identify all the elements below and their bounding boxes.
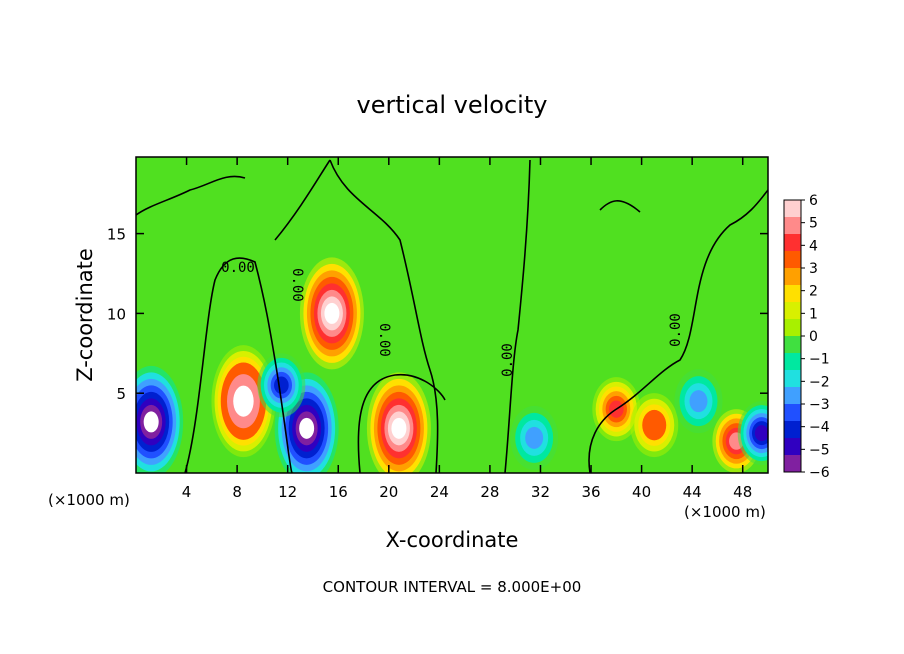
colorbar-swatch — [784, 455, 801, 473]
velocity-field — [136, 257, 768, 473]
zero-contour-line — [504, 159, 531, 473]
zero-contour-line — [274, 159, 439, 473]
colorbar-swatch — [784, 268, 801, 286]
contour-label: 0.00 — [376, 323, 392, 357]
colorbar-swatch — [784, 234, 801, 252]
colorbar-swatch — [784, 319, 801, 337]
velocity-level — [525, 426, 544, 449]
colorbar-label: −1 — [809, 352, 830, 368]
y-tick-label: 10 — [107, 305, 126, 323]
contour-label: 0.00 — [668, 313, 684, 347]
zero-contour-line — [599, 200, 641, 213]
velocity-level — [646, 415, 663, 435]
velocity-level — [236, 391, 251, 411]
colorbar-label: −5 — [809, 442, 830, 458]
x-axis-label: X-coordinate — [386, 528, 519, 552]
velocity-cell-updraft — [630, 393, 679, 458]
plot-frame — [135, 156, 769, 474]
colorbar-swatch — [784, 251, 801, 269]
colorbar-swatch — [784, 217, 801, 235]
x-tick-label: 20 — [379, 483, 398, 501]
velocity-cell-downdraft — [136, 365, 184, 473]
colorbar-swatch — [784, 200, 801, 218]
x-units-left: (×1000 m) — [48, 491, 130, 509]
colorbar-swatch — [784, 285, 801, 303]
contour-label: 0.00 — [289, 268, 305, 302]
colorbar-label: −4 — [809, 420, 830, 436]
colorbar-swatch — [784, 336, 801, 354]
x-tick-label: 40 — [632, 483, 651, 501]
velocity-cell-updraft — [299, 257, 364, 370]
colorbar-label: 0 — [809, 329, 818, 345]
colorbar-swatch — [784, 404, 801, 422]
x-tick-label: 24 — [430, 483, 449, 501]
zero-contour-line — [588, 189, 768, 473]
velocity-level — [143, 411, 159, 433]
colorbar-swatch — [784, 302, 801, 320]
colorbar-swatch — [784, 353, 801, 371]
zero-contour-line — [184, 257, 293, 473]
velocity-level — [391, 417, 407, 439]
colorbar-label: −6 — [809, 465, 830, 481]
velocity-cell-downdraft — [674, 369, 723, 434]
y-tick-label: 5 — [116, 385, 126, 403]
colorbar-swatch — [784, 387, 801, 405]
colorbar-label: 3 — [809, 261, 818, 277]
zero-contour-line — [357, 374, 446, 473]
velocity-cell-downdraft — [257, 353, 306, 418]
x-tick-label: 28 — [480, 483, 499, 501]
colorbar-swatch — [784, 438, 801, 456]
colorbar-swatch — [784, 421, 801, 439]
velocity-level — [689, 390, 708, 413]
colorbar-label: 6 — [809, 193, 818, 209]
colorbar-label: 4 — [809, 238, 818, 254]
colorbar-label: −3 — [809, 397, 830, 413]
contour-interval-annotation: CONTOUR INTERVAL = 8.000E+00 — [323, 578, 582, 596]
x-tick-label: 48 — [733, 483, 752, 501]
velocity-cell-downdraft — [737, 401, 768, 466]
velocity-cell-downdraft — [510, 405, 559, 470]
velocity-cell-updraft — [366, 372, 431, 473]
velocity-cell-updraft — [211, 345, 276, 458]
velocity-level — [274, 376, 289, 394]
x-tick-label: 36 — [581, 483, 600, 501]
colorbar-label: −2 — [809, 374, 830, 390]
velocity-level — [754, 425, 768, 442]
y-tick-label: 15 — [107, 226, 126, 244]
zero-contours: 0.00 0.00 0.00 0.00 0.00 — [136, 159, 768, 473]
x-tick-label: 4 — [182, 483, 192, 501]
colorbar-label: 5 — [809, 216, 818, 232]
colorbar-label: 1 — [809, 306, 818, 322]
zero-contour-line — [136, 175, 246, 216]
x-tick-label: 32 — [531, 483, 550, 501]
x-axis: 4 8 12 16 20 24 28 32 36 40 44 48 — [182, 157, 752, 501]
velocity-level — [299, 417, 315, 439]
contour-label: 0.00 — [221, 260, 255, 276]
colorbar-label: 2 — [809, 284, 818, 300]
y-axis-label: Z-coordinate — [73, 248, 97, 382]
x-tick-label: 44 — [683, 483, 702, 501]
chart-title: vertical velocity — [357, 91, 548, 119]
colorbar-swatch — [784, 370, 801, 388]
colorbar: 6 5 4 3 2 1 0 −1 −2 −3 −4 −5 −6 — [783, 193, 830, 481]
x-units-right: (×1000 m) — [684, 503, 766, 521]
velocity-level — [324, 302, 340, 324]
x-tick-label: 12 — [278, 483, 297, 501]
x-tick-label: 16 — [329, 483, 348, 501]
x-tick-label: 8 — [232, 483, 242, 501]
contour-label: 0.00 — [500, 343, 516, 377]
y-axis: 5 10 15 — [107, 226, 768, 403]
